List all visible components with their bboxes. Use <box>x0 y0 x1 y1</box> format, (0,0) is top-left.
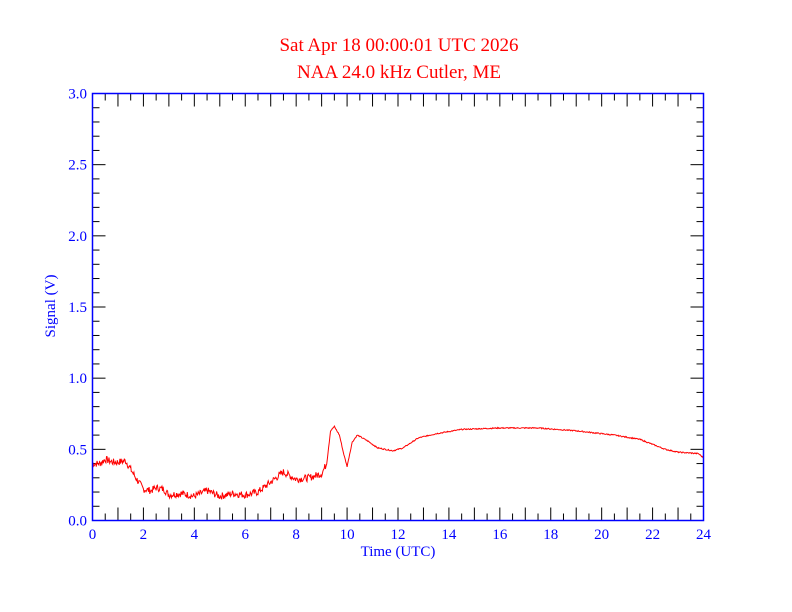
chart-subtitle: NAA 24.0 kHz Cutler, ME <box>297 62 501 83</box>
x-tick-label: 4 <box>191 527 199 543</box>
signal-series-line <box>92 425 704 500</box>
y-tick-labels: 0.0 0.5 1.0 1.5 2.0 2.5 3.0 <box>68 87 87 530</box>
x-tick-label: 14 <box>441 527 457 543</box>
x-tick-label: 12 <box>391 527 406 543</box>
y-tick-label: 1.5 <box>68 300 87 316</box>
y-tick-label: 2.0 <box>68 229 87 245</box>
y-tick-label: 0.5 <box>68 442 87 458</box>
y-tick-label: 1.0 <box>68 371 87 387</box>
x-tick-label: 2 <box>140 527 148 543</box>
y-tick-label: 2.5 <box>68 158 87 174</box>
x-axis-label: Time (UTC) <box>361 544 436 560</box>
x-tick-label: 20 <box>594 527 609 543</box>
x-tick-label: 0 <box>89 527 97 543</box>
x-tick-label: 6 <box>242 527 250 543</box>
x-tick-label: 16 <box>492 527 508 543</box>
x-tick-label: 18 <box>543 527 558 543</box>
plot-frame <box>91 92 705 522</box>
y-axis-label: Signal (V) <box>43 275 59 338</box>
axis-ticks <box>92 93 704 521</box>
chart-title: Sat Apr 18 00:00:01 UTC 2026 <box>279 35 518 56</box>
x-tick-label: 24 <box>696 527 712 543</box>
x-tick-label: 10 <box>340 527 355 543</box>
x-tick-label: 22 <box>645 527 660 543</box>
y-tick-label: 0.0 <box>68 514 87 530</box>
x-tick-label: 8 <box>292 527 300 543</box>
y-tick-label: 3.0 <box>68 87 87 103</box>
x-tick-labels: 0 2 4 6 8 10 12 14 16 18 20 22 24 <box>89 527 712 543</box>
